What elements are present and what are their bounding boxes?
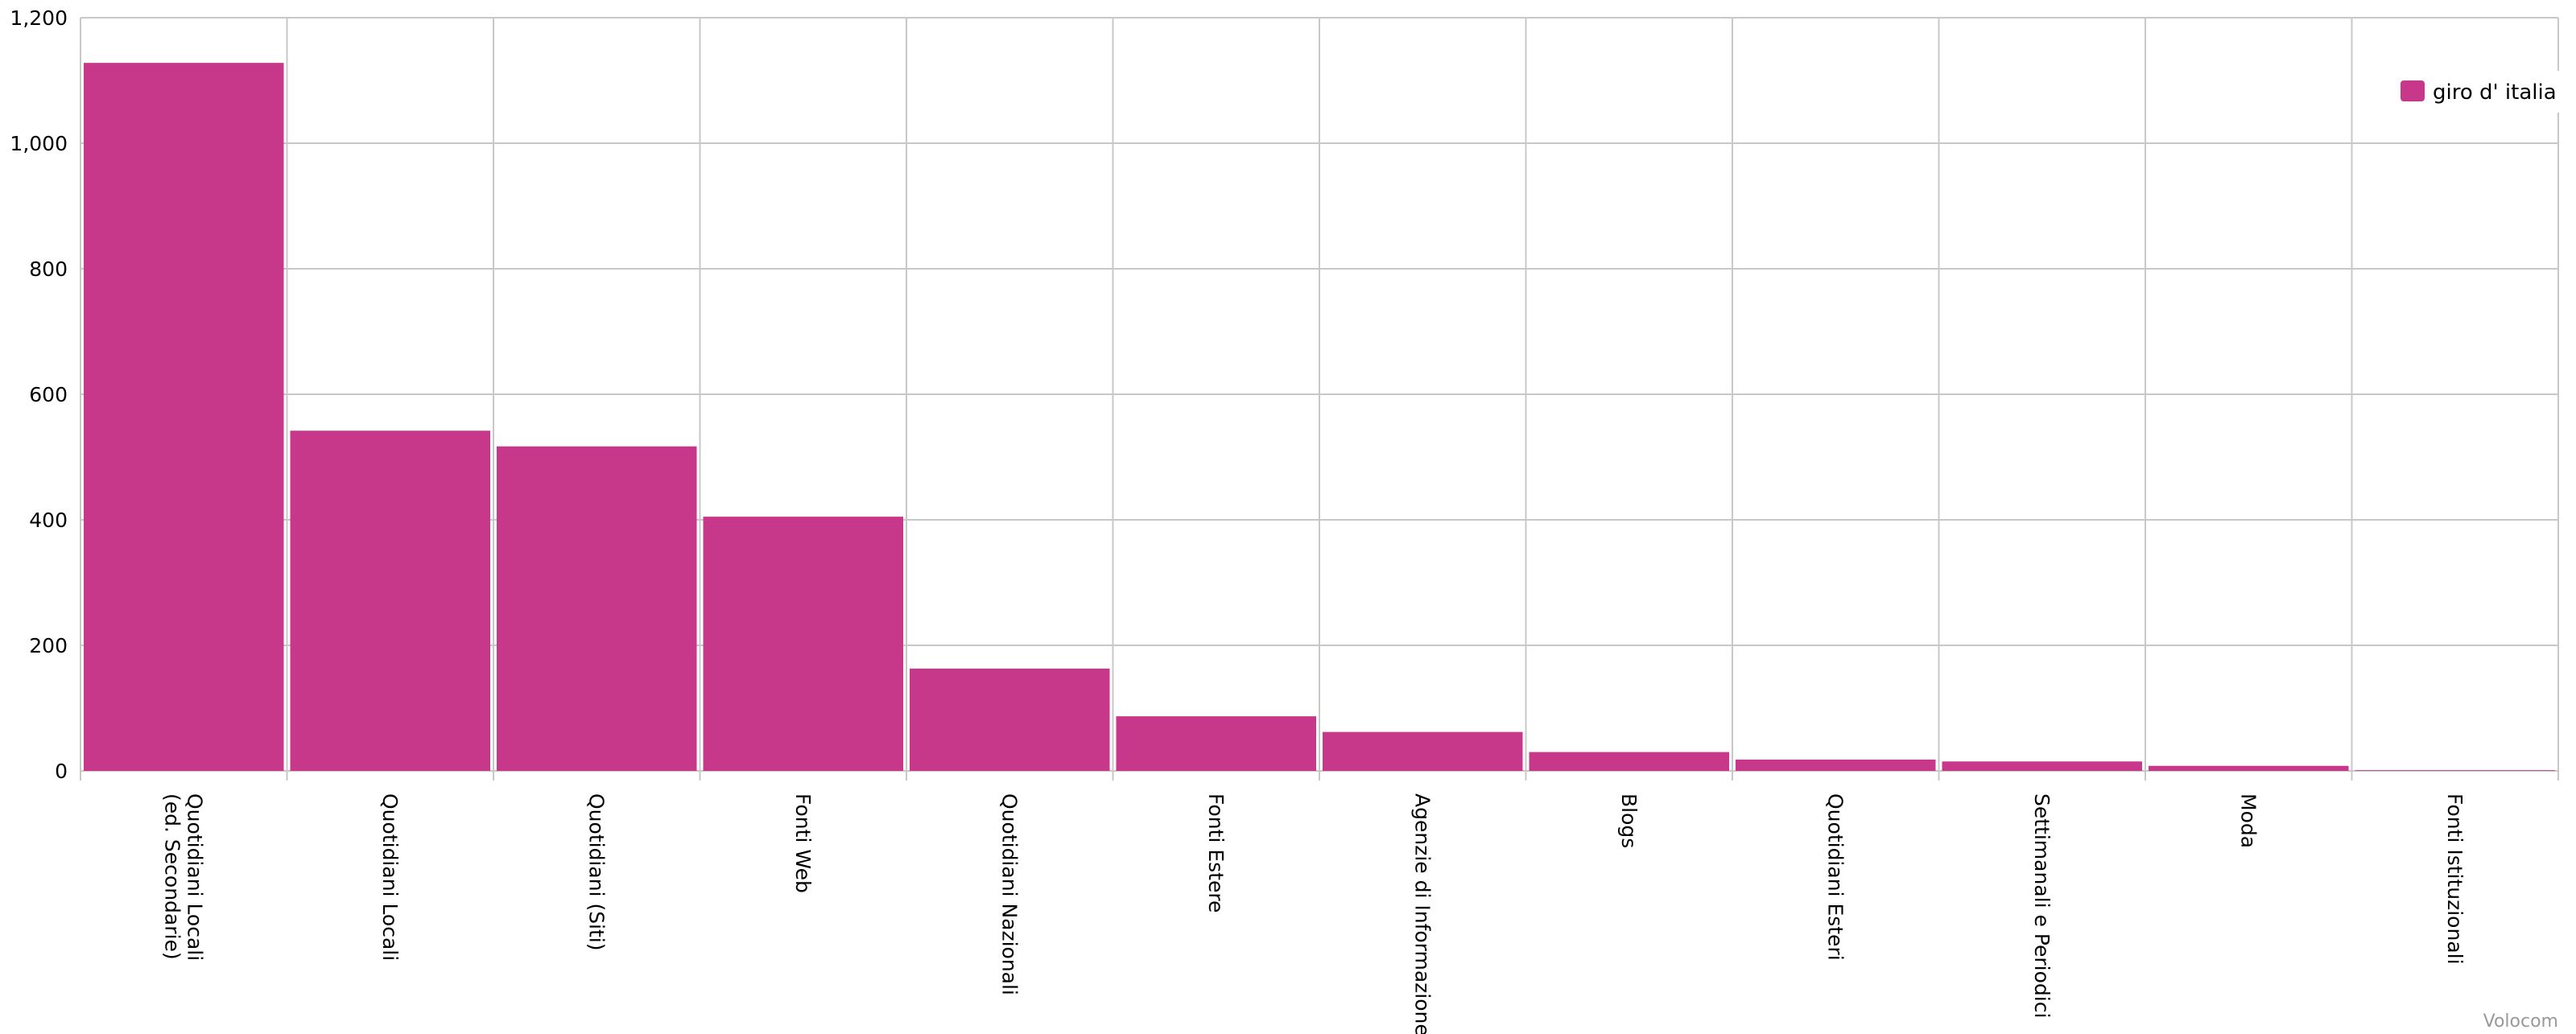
y-tick-label: 600: [29, 383, 68, 406]
bar[interactable]: [1736, 759, 1936, 771]
y-tick-label: 400: [29, 509, 68, 532]
bar[interactable]: [290, 430, 491, 771]
y-tick-label: 800: [29, 257, 68, 281]
x-tick-label: Quotidiani Locali(ed. Secondarie): [160, 793, 206, 961]
bar[interactable]: [1116, 716, 1317, 771]
bar[interactable]: [2149, 765, 2349, 771]
bar[interactable]: [1942, 761, 2143, 771]
legend-label: giro d' italia: [2433, 80, 2557, 105]
legend[interactable]: giro d' italia: [2383, 71, 2560, 113]
x-tick-label: Settimanali e Periodici: [2030, 793, 2054, 1018]
y-tick-label: 1,200: [10, 6, 68, 30]
x-tick-label: Quotidiani Nazionali: [997, 793, 1021, 995]
x-tick-label: Moda: [2236, 793, 2260, 848]
x-tick-label: Fonti Estere: [1204, 793, 1228, 912]
y-tick-label: 200: [29, 634, 68, 657]
x-axis: Quotidiani Locali(ed. Secondarie) Quotidi…: [160, 793, 2467, 1034]
x-tick-label: Fonti Istituzionali: [2443, 793, 2467, 965]
y-tick-label: 1,000: [10, 132, 68, 155]
bar[interactable]: [2355, 770, 2556, 771]
x-tick-label: Blogs: [1617, 793, 1641, 848]
legend-swatch: [2401, 80, 2425, 101]
x-tick-label: Agenzie di Informazione: [1410, 793, 1434, 1034]
bar[interactable]: [1323, 731, 1523, 771]
x-tick-label: Quotidiani Locali: [378, 793, 402, 961]
bar[interactable]: [497, 446, 697, 771]
bar[interactable]: [84, 63, 284, 771]
y-tick-label: 0: [55, 760, 68, 783]
grid-lines: [80, 17, 2559, 781]
bar[interactable]: [910, 668, 1110, 771]
y-axis: 0 200 400 600 800 1,000 1,200: [10, 6, 68, 783]
x-tick-label: Quotidiani (Siti): [584, 793, 608, 951]
chart-credit[interactable]: Volocom: [2483, 1011, 2558, 1032]
bar[interactable]: [703, 517, 904, 771]
bar[interactable]: [1529, 752, 1730, 771]
bars: [84, 63, 2555, 771]
x-tick-label: Fonti Web: [791, 793, 815, 893]
x-tick-label: Quotidiani Esteri: [1823, 793, 1847, 961]
